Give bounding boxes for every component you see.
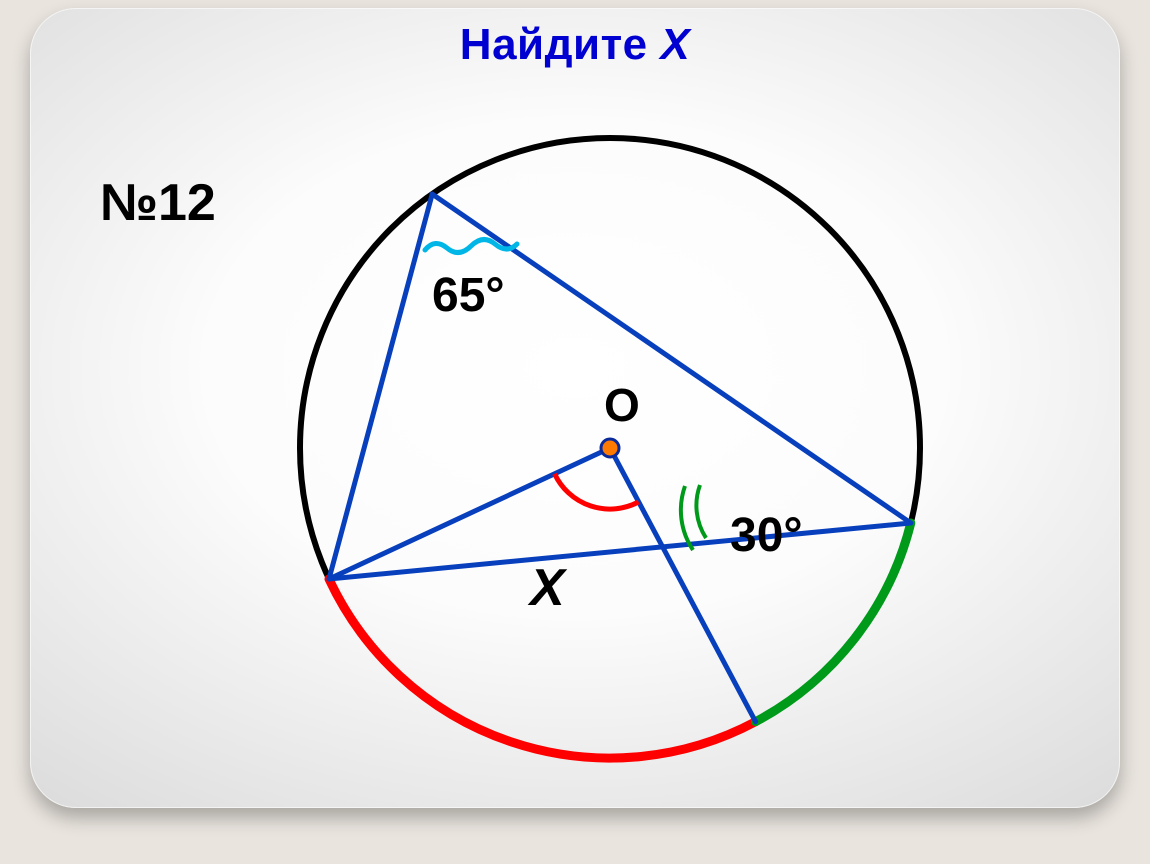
slide-card: Найдите X №12 — [30, 8, 1120, 808]
line-A-B — [329, 194, 432, 579]
label-angle-65: 65° — [432, 268, 505, 323]
angle-marker-30-icon — [681, 485, 706, 550]
label-center-O: O — [604, 378, 640, 432]
center-point-icon — [601, 439, 619, 457]
line-B-D — [329, 523, 911, 579]
label-unknown-X: X — [530, 558, 565, 618]
line-O-B — [329, 448, 610, 579]
stage: Найдите X №12 — [0, 0, 1150, 864]
label-angle-30: 30° — [730, 508, 803, 563]
construction-lines — [329, 194, 911, 722]
geometry-diagram — [30, 8, 1120, 808]
